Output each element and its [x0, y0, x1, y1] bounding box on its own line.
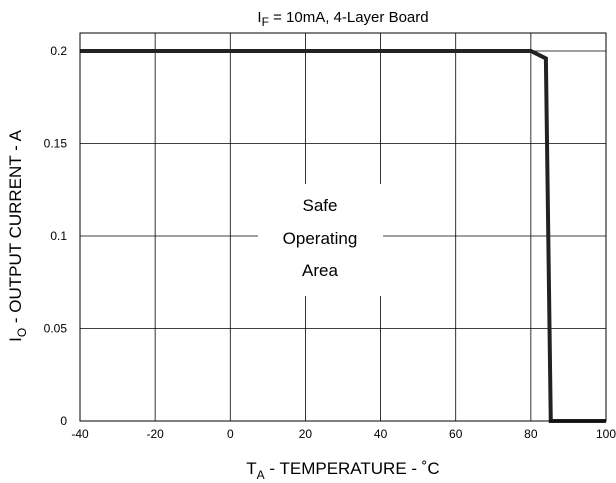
plot-frame: [79, 32, 607, 422]
y-tick-label: 0: [60, 414, 67, 428]
y-tick-label: 0.1: [50, 229, 67, 243]
annotation-line: Area: [302, 261, 338, 280]
y-tick-label: 0.05: [44, 322, 68, 336]
annotation-line: Operating: [283, 229, 358, 248]
x-axis-title: TA - TEMPERATURE - ˚C: [246, 459, 439, 482]
x-tick-label: 40: [374, 427, 388, 441]
x-tick-label: 80: [524, 427, 538, 441]
x-tick-label: 60: [449, 427, 463, 441]
x-tick-label: 100: [596, 427, 616, 441]
annotation-line: Safe: [303, 196, 338, 215]
annotation-background: [258, 184, 383, 296]
y-tick-labels: 0 0.05 0.1 0.15 0.2: [44, 44, 68, 428]
y-tick-label: 0.15: [44, 137, 68, 151]
x-tick-label: -20: [146, 427, 164, 441]
x-tick-label: 0: [227, 427, 234, 441]
y-axis-title: IO - OUTPUT CURRENT - A: [6, 129, 29, 341]
x-tick-label: 20: [299, 427, 313, 441]
safe-operating-area-label: Safe Operating Area: [258, 184, 383, 296]
y-tick-label: 0.2: [50, 44, 67, 58]
chart-title: IF = 10mA, 4-Layer Board: [257, 9, 428, 29]
x-tick-labels: -40 -20 0 20 40 60 80 100: [71, 427, 616, 441]
x-tick-label: -40: [71, 427, 89, 441]
